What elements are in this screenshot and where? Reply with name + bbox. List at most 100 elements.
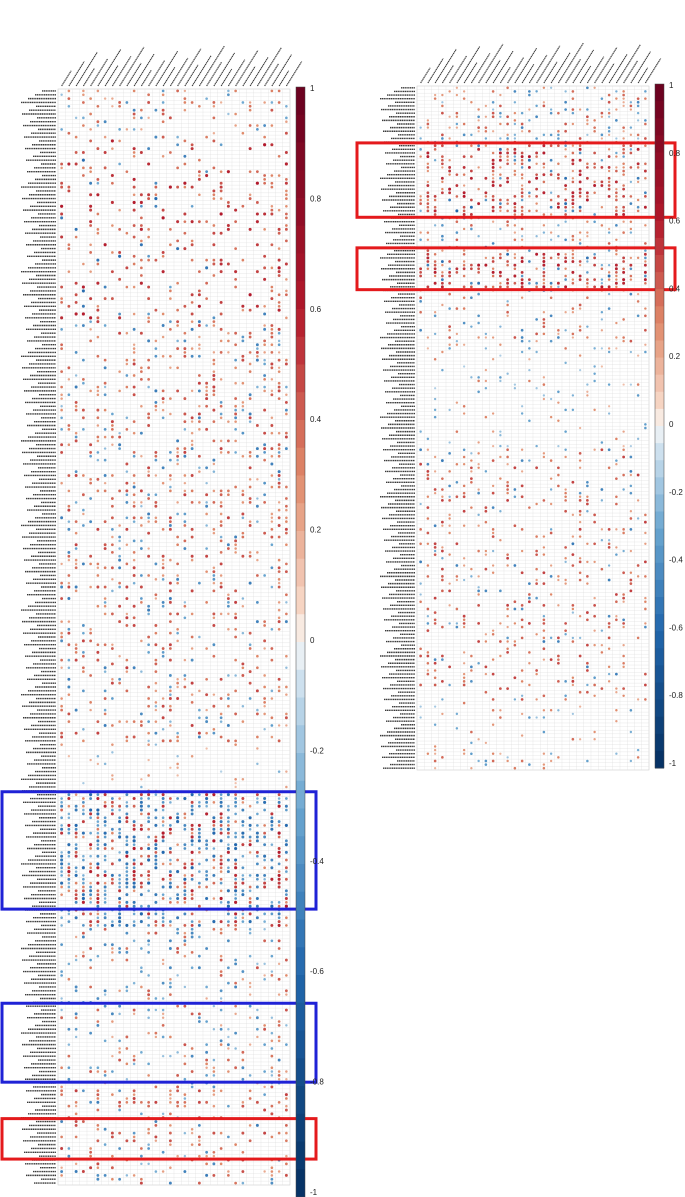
correlation-dot (234, 89, 237, 93)
correlation-dot (67, 658, 71, 662)
correlation-dot (615, 278, 618, 281)
correlation-dot (140, 904, 143, 908)
correlation-dot (212, 704, 216, 708)
correlation-dot (549, 415, 553, 419)
correlation-dot (535, 187, 539, 191)
correlation-dot (154, 846, 158, 851)
correlation-dot (219, 1131, 223, 1135)
correlation-dot (433, 553, 437, 557)
correlation-dot (227, 843, 230, 846)
correlation-dot (60, 297, 63, 300)
correlation-dot (198, 689, 201, 693)
correlation-dot (147, 846, 151, 851)
correlation-dot (132, 558, 136, 562)
correlation-dot (147, 989, 151, 993)
correlation-dot (248, 823, 252, 827)
correlation-dot (110, 181, 114, 185)
correlation-dot (284, 958, 288, 962)
correlation-dot (629, 455, 633, 459)
correlation-dot (168, 116, 172, 120)
correlation-dot (60, 581, 63, 585)
correlation-dot (557, 578, 560, 582)
correlation-dot (176, 324, 179, 327)
correlation-dot (190, 923, 194, 927)
correlation-dot (125, 624, 129, 627)
correlation-dot (615, 223, 618, 227)
correlation-dot (255, 1100, 259, 1104)
correlation-dot (154, 743, 158, 746)
correlation-dot (60, 443, 64, 447)
correlation-dot (183, 493, 187, 497)
correlation-dot (520, 296, 524, 299)
correlation-dot (74, 543, 78, 547)
correlation-dot (542, 553, 546, 556)
correlation-dot (571, 636, 575, 640)
correlation-dot (263, 647, 266, 650)
correlation-dot (132, 520, 136, 523)
correlation-dot (139, 912, 143, 916)
correlation-dot (118, 816, 122, 820)
correlation-dot (520, 111, 524, 115)
correlation-dot (277, 331, 281, 335)
correlation-dot (578, 278, 582, 282)
correlation-dot (520, 126, 524, 129)
correlation-dot (484, 336, 488, 339)
correlation-dot (183, 97, 187, 100)
correlation-dot (168, 1139, 172, 1143)
correlation-dot (542, 629, 546, 632)
correlation-dot (219, 720, 223, 723)
correlation-dot (147, 758, 150, 762)
correlation-dot (212, 643, 216, 647)
correlation-dot (212, 574, 216, 577)
correlation-dot (636, 111, 640, 115)
correlation-dot (629, 571, 633, 574)
correlation-dot (248, 843, 252, 847)
correlation-dot (263, 228, 266, 231)
correlation-dot (571, 122, 575, 126)
correlation-dot (571, 162, 575, 166)
correlation-dot (89, 831, 92, 835)
correlation-dot (607, 564, 611, 567)
correlation-dot (110, 839, 114, 843)
column-label-mark (242, 66, 256, 87)
correlation-dot (183, 678, 187, 681)
correlation-dot (600, 329, 604, 332)
correlation-dot (168, 697, 172, 701)
correlation-dot (212, 262, 216, 266)
correlation-dot (263, 339, 267, 343)
correlation-dot (212, 873, 216, 877)
correlation-dot (161, 577, 165, 581)
correlation-dot (622, 531, 625, 535)
correlation-dot (219, 189, 223, 193)
correlation-dot (549, 459, 553, 462)
correlation-dot (147, 1062, 150, 1066)
correlation-dot (212, 320, 216, 324)
correlation-dot (227, 824, 230, 827)
correlation-dot (622, 336, 625, 339)
correlation-dot (629, 151, 633, 155)
correlation-dot (542, 321, 546, 325)
correlation-dot (227, 93, 230, 97)
correlation-dot (183, 893, 187, 897)
correlation-dot (484, 263, 488, 267)
correlation-dot (284, 150, 288, 154)
correlation-dot (183, 881, 187, 885)
correlation-dot (81, 935, 85, 939)
correlation-dot (226, 543, 230, 547)
correlation-dot (176, 681, 179, 685)
correlation-dot (644, 144, 647, 147)
column-label-mark (594, 47, 618, 84)
correlation-dot (183, 889, 187, 893)
correlation-dot (542, 546, 546, 549)
correlation-dot (226, 847, 230, 850)
correlation-dot (89, 816, 92, 820)
correlation-dot (147, 1016, 150, 1019)
correlation-dot (586, 86, 589, 90)
correlation-dot (270, 543, 274, 547)
correlation-dot (205, 547, 208, 550)
correlation-dot (81, 912, 85, 916)
correlation-dot (484, 137, 488, 140)
correlation-dot (205, 281, 209, 285)
correlation-dot (578, 209, 582, 213)
correlation-dot (89, 1150, 93, 1154)
